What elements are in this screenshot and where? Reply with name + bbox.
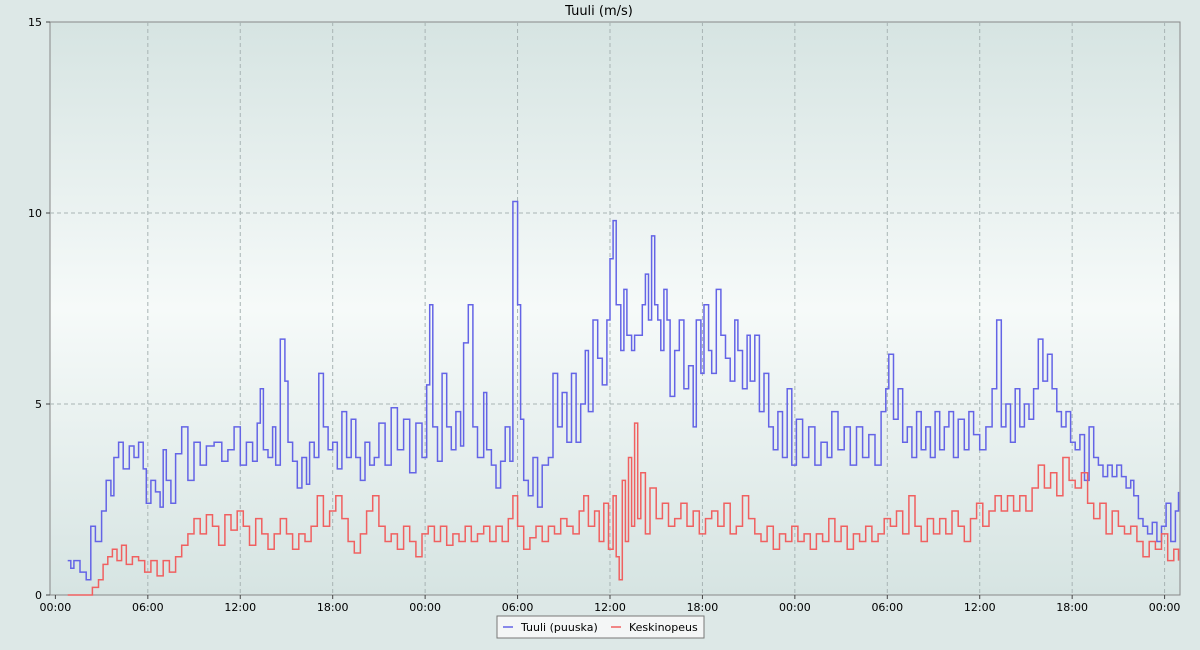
series-layer <box>67 200 1180 596</box>
legend-box <box>496 615 705 639</box>
x-tick-label: 00:00 <box>779 601 811 614</box>
chart-title: Tuuli (m/s) <box>564 4 633 19</box>
legend[interactable]: Tuuli (puuska) Keskinopeus <box>496 615 705 639</box>
x-tick-label: 00:00 <box>40 601 72 614</box>
x-tick-label: 06:00 <box>132 601 164 614</box>
legend-label-0: Tuuli (puuska) <box>520 621 598 634</box>
x-tick-label: 06:00 <box>502 601 534 614</box>
x-tick-label: 12:00 <box>594 601 626 614</box>
x-tick-label: 12:00 <box>964 601 996 614</box>
axis-layer: 0 5 10 15 00:00 06:00 12:00 18:00 00:00 06:00 12:0… <box>28 16 1180 614</box>
x-tick-label: 18:00 <box>1056 601 1088 614</box>
legend-label-1: Keskinopeus <box>629 621 698 634</box>
y-tick-label: 5 <box>35 398 42 411</box>
series-line-1 <box>67 422 1180 596</box>
y-tick-label: 15 <box>28 16 42 29</box>
x-tick-label: 18:00 <box>687 601 719 614</box>
y-tick-label: 10 <box>28 207 42 220</box>
x-tick-label: 00:00 <box>409 601 441 614</box>
x-tick-label: 06:00 <box>871 601 903 614</box>
series-line-0 <box>67 200 1180 581</box>
x-tick-label: 00:00 <box>1149 601 1181 614</box>
x-tick-label: 12:00 <box>224 601 256 614</box>
y-tick-label: 0 <box>35 589 42 602</box>
x-tick-label: 18:00 <box>317 601 349 614</box>
plot-area <box>49 21 1181 596</box>
